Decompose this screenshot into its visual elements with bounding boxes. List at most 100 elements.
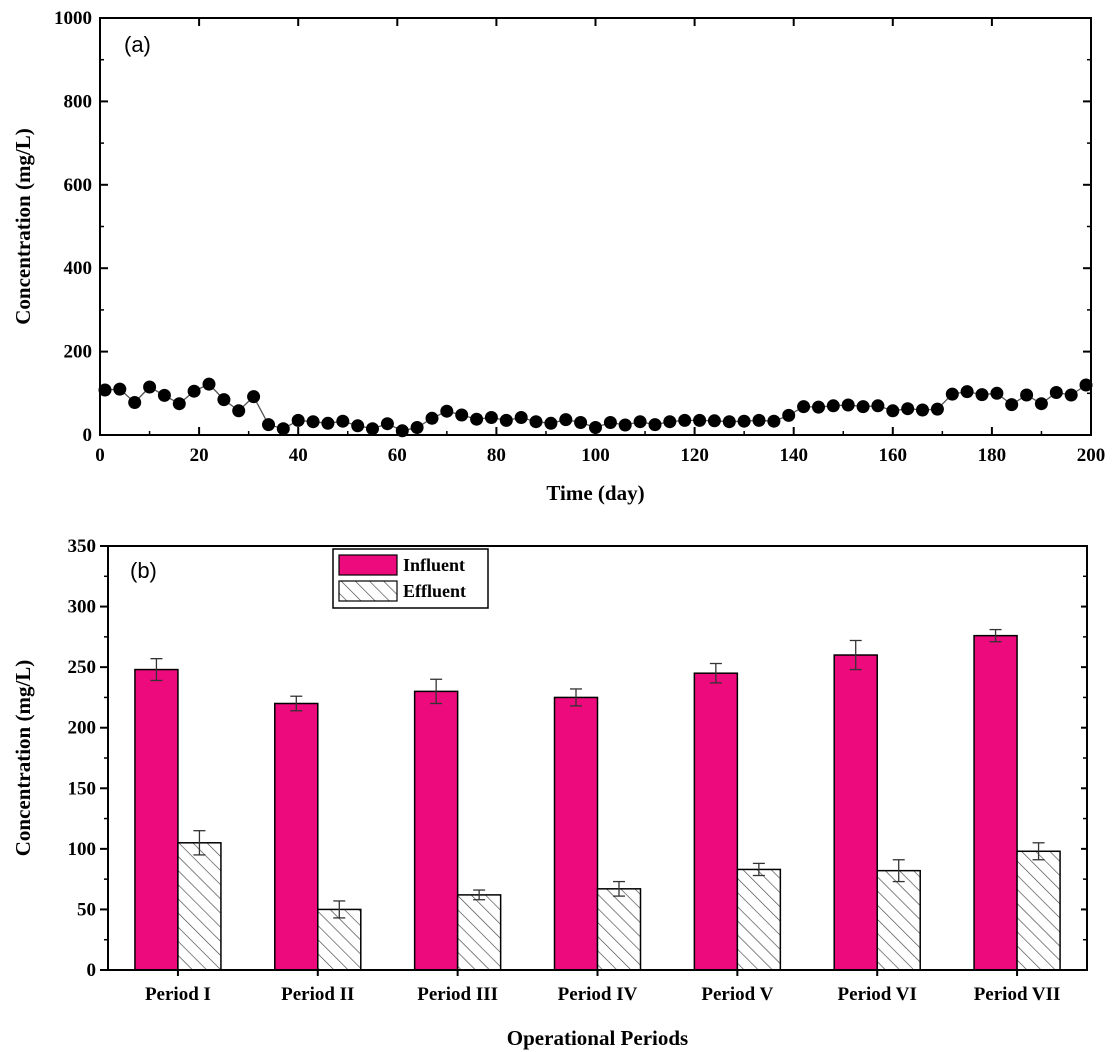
panel-a-x-tick-label: 120 (680, 445, 709, 466)
panel-a-x-tick-label: 40 (289, 445, 308, 466)
panel-a-label: (a) (124, 32, 151, 57)
legend-label-effluent: Effluent (403, 581, 466, 601)
panel-a-data-point (514, 411, 528, 424)
panel-a-data-point (336, 414, 350, 428)
panel-a-data-point (856, 400, 870, 414)
panel-b-bar-influent (833, 654, 878, 971)
panel-a-data-point (603, 416, 617, 429)
panel-a-data-point (276, 422, 290, 436)
panel-a-y-tick-label: 400 (64, 258, 93, 279)
panel-a-data-point (930, 402, 944, 416)
panel-a-data-point (425, 411, 439, 425)
panel-a-y-axis-title: Concentration (mg/L) (11, 128, 35, 325)
panel-a-data-point (395, 424, 409, 438)
panel-a-data-point (306, 415, 320, 429)
panel-a-data-point (351, 419, 365, 433)
panel-a-data-point (886, 404, 900, 418)
panel-a-data-point (98, 383, 112, 397)
panel-a-data-point (678, 413, 692, 427)
panel-a-data-point (737, 414, 751, 428)
panel-a-data-point (722, 415, 736, 429)
panel-a-data-point (247, 390, 261, 404)
panel-a-data-point (707, 414, 721, 428)
panel-b-bar-influent (553, 696, 599, 971)
panel-a-time-series: 0 20 40 60 80 100 120 140 160 180 200 0 200 400 600 800… (11, 8, 1105, 505)
panel-a-data-point (945, 387, 959, 401)
panel-a-data-point (797, 400, 811, 414)
panel-a-data-point (470, 412, 484, 426)
panel-b-category-label: Period I (145, 984, 211, 1005)
panel-a-data-point (648, 418, 662, 432)
panel-a-data-point (143, 380, 157, 394)
panel-a-data-point (990, 386, 1004, 400)
panel-b-tick-labels: Period I Period II Period III Period IV Peri… (68, 536, 1061, 1005)
panel-a-y-tick-label: 800 (64, 91, 93, 112)
panel-a-data-point (1034, 397, 1048, 411)
panel-a-data-point (232, 404, 246, 418)
panel-a-x-tick-label: 100 (581, 445, 610, 466)
panel-b-y-axis-title: Concentration (mg/L) (11, 660, 35, 857)
panel-a-data-point (812, 400, 825, 414)
panel-a-data-point (574, 416, 588, 429)
panel-a-data-point (113, 382, 127, 396)
panel-b-category-label: Period III (417, 984, 498, 1005)
panel-a-x-tick-label: 200 (1077, 445, 1106, 466)
panel-b-bar-effluent (596, 888, 642, 971)
panel-a-data-point (767, 414, 781, 428)
panel-a-x-tick-label: 180 (978, 445, 1007, 466)
panel-a-data-point (202, 377, 216, 391)
panel-a-y-tick-label: 0 (83, 425, 93, 446)
panel-a-data-point (321, 416, 335, 430)
panel-a-data-point (752, 413, 766, 427)
panel-a-x-tick-label: 80 (487, 445, 506, 466)
panel-a-data-point (589, 421, 602, 434)
legend-label-influent: Influent (403, 555, 465, 575)
panel-a-x-tick-label: 20 (190, 445, 209, 466)
panel-a-data-point (217, 393, 231, 407)
panel-a-data-point (499, 413, 513, 427)
panel-a-data-point (128, 396, 142, 409)
legend-swatch-influent (338, 554, 398, 576)
panel-a-data-point (1064, 388, 1078, 402)
panel-a-y-tick-label: 200 (64, 342, 93, 363)
panel-b-error-bars (150, 628, 1045, 919)
panel-a-data-point (484, 411, 498, 424)
panel-b-bar-influent (134, 668, 179, 971)
panel-b-label: (b) (130, 558, 157, 583)
panel-a-x-tick-label: 0 (95, 445, 105, 466)
panel-a-data-point (440, 404, 454, 418)
panel-a-data-point (1005, 398, 1019, 412)
panel-a-frame (99, 17, 1092, 436)
panel-a-x-tick-label: 60 (388, 445, 407, 466)
panel-a-data-point (1049, 386, 1063, 399)
panel-b-bars (134, 634, 1061, 971)
panel-a-data-point (172, 397, 186, 411)
panel-a-data-point (1020, 388, 1034, 402)
panel-a-tick-labels: 0 20 40 60 80 100 120 140 160 180 200 0 200 400 600 800… (54, 8, 1105, 466)
panel-a-x-tick-label: 160 (879, 445, 908, 466)
panel-b-bar-effluent (876, 869, 921, 971)
panel-a-data-point (916, 403, 929, 417)
panel-b-bar-effluent (317, 908, 362, 971)
panel-a-data-point (559, 413, 573, 427)
panel-a-ticks (99, 17, 1092, 436)
panel-b-bar-effluent (177, 842, 222, 971)
panel-a-data-point (366, 422, 379, 436)
panel-a-data-point (663, 415, 677, 429)
panel-a-data-point (187, 384, 201, 398)
panel-b-category-label: Period II (281, 984, 354, 1005)
panel-b-y-tick-label: 250 (68, 657, 97, 678)
panel-b-y-tick-label: 200 (68, 718, 97, 739)
panel-b-y-tick-label: 150 (68, 778, 97, 799)
panel-a-data-point (157, 388, 171, 402)
panel-a-data-point (291, 413, 305, 427)
panel-b-bar-chart: Period I Period II Period III Period IV Peri… (11, 536, 1088, 1050)
panel-b-y-tick-label: 50 (77, 899, 96, 920)
panel-a-y-tick-label: 600 (64, 175, 93, 196)
panel-a-data-point (693, 413, 707, 427)
panel-b-x-axis-title: Operational Periods (507, 1026, 688, 1050)
panel-b-bar-influent (973, 634, 1018, 971)
panel-b-y-tick-label: 300 (68, 597, 97, 618)
panel-a-data-point (544, 416, 558, 430)
panel-a-x-axis-title: Time (day) (546, 481, 644, 505)
